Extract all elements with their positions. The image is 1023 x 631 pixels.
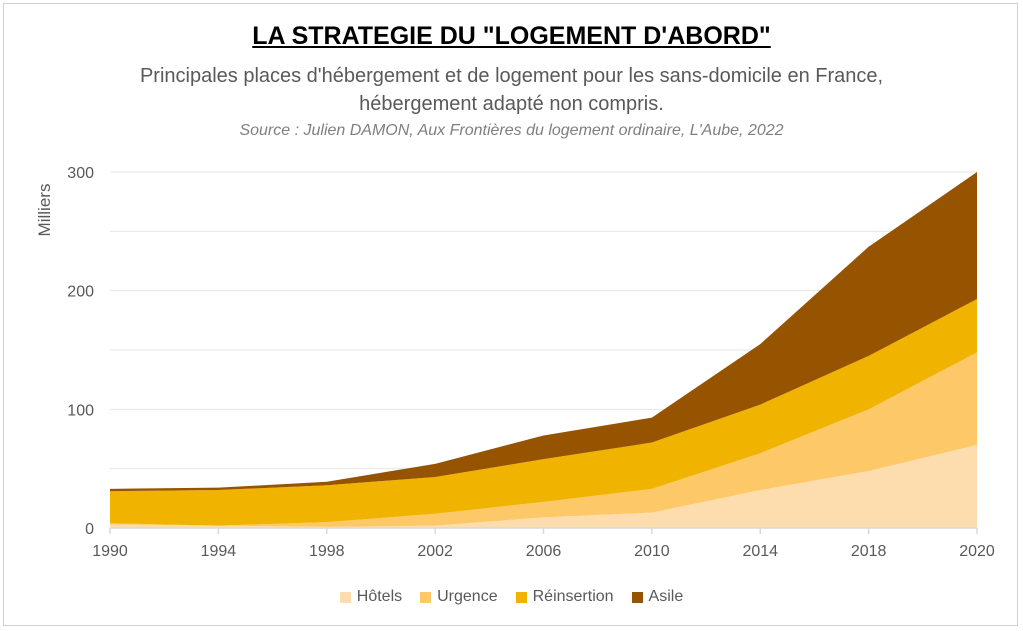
y-tick-label: 100 — [67, 402, 94, 419]
legend-swatch — [420, 591, 432, 603]
legend-label: Urgence — [437, 588, 498, 605]
area-hôtels — [110, 444, 977, 528]
area-urgence — [110, 352, 977, 527]
y-tick-label: 200 — [67, 284, 94, 301]
legend-label: Hôtels — [356, 588, 403, 605]
y-axis-label: Milliers — [35, 184, 54, 237]
x-tick-label: 2020 — [959, 543, 995, 560]
x-tick-label: 2018 — [851, 543, 887, 560]
area-asile — [110, 172, 977, 492]
x-tick-label: 2010 — [634, 543, 670, 560]
x-tick-label: 1994 — [201, 543, 237, 560]
y-tick-label: 0 — [85, 521, 94, 538]
chart-title: LA STRATEGIE DU "LOGEMENT D'ABORD" — [252, 22, 771, 50]
legend-label: Asile — [648, 588, 684, 605]
legend-item: Réinsertion — [515, 588, 614, 606]
chart-subtitle: Principales places d'hébergement et de l… — [139, 65, 884, 115]
legend-swatch — [339, 591, 351, 603]
x-tick-label: 1990 — [92, 543, 128, 560]
area-réinsertion — [110, 298, 977, 526]
legend-label: Réinsertion — [532, 588, 614, 605]
legend-item: Urgence — [420, 588, 498, 606]
chart-frame — [3, 3, 1018, 626]
x-tick-label: 1998 — [309, 543, 345, 560]
legend-swatch — [631, 591, 643, 603]
chart-source: Source : Julien DAMON, Aux Frontières du… — [239, 122, 784, 139]
y-tick-label: 300 — [67, 165, 94, 182]
legend: Hôtels Urgence Réinsertion Asile — [0, 588, 1023, 606]
x-tick-label: 2002 — [417, 543, 453, 560]
x-tick-label: 2014 — [742, 543, 778, 560]
legend-swatch — [515, 591, 527, 603]
x-tick-label: 2006 — [526, 543, 562, 560]
legend-item: Hôtels — [339, 588, 403, 606]
legend-item: Asile — [631, 588, 684, 606]
